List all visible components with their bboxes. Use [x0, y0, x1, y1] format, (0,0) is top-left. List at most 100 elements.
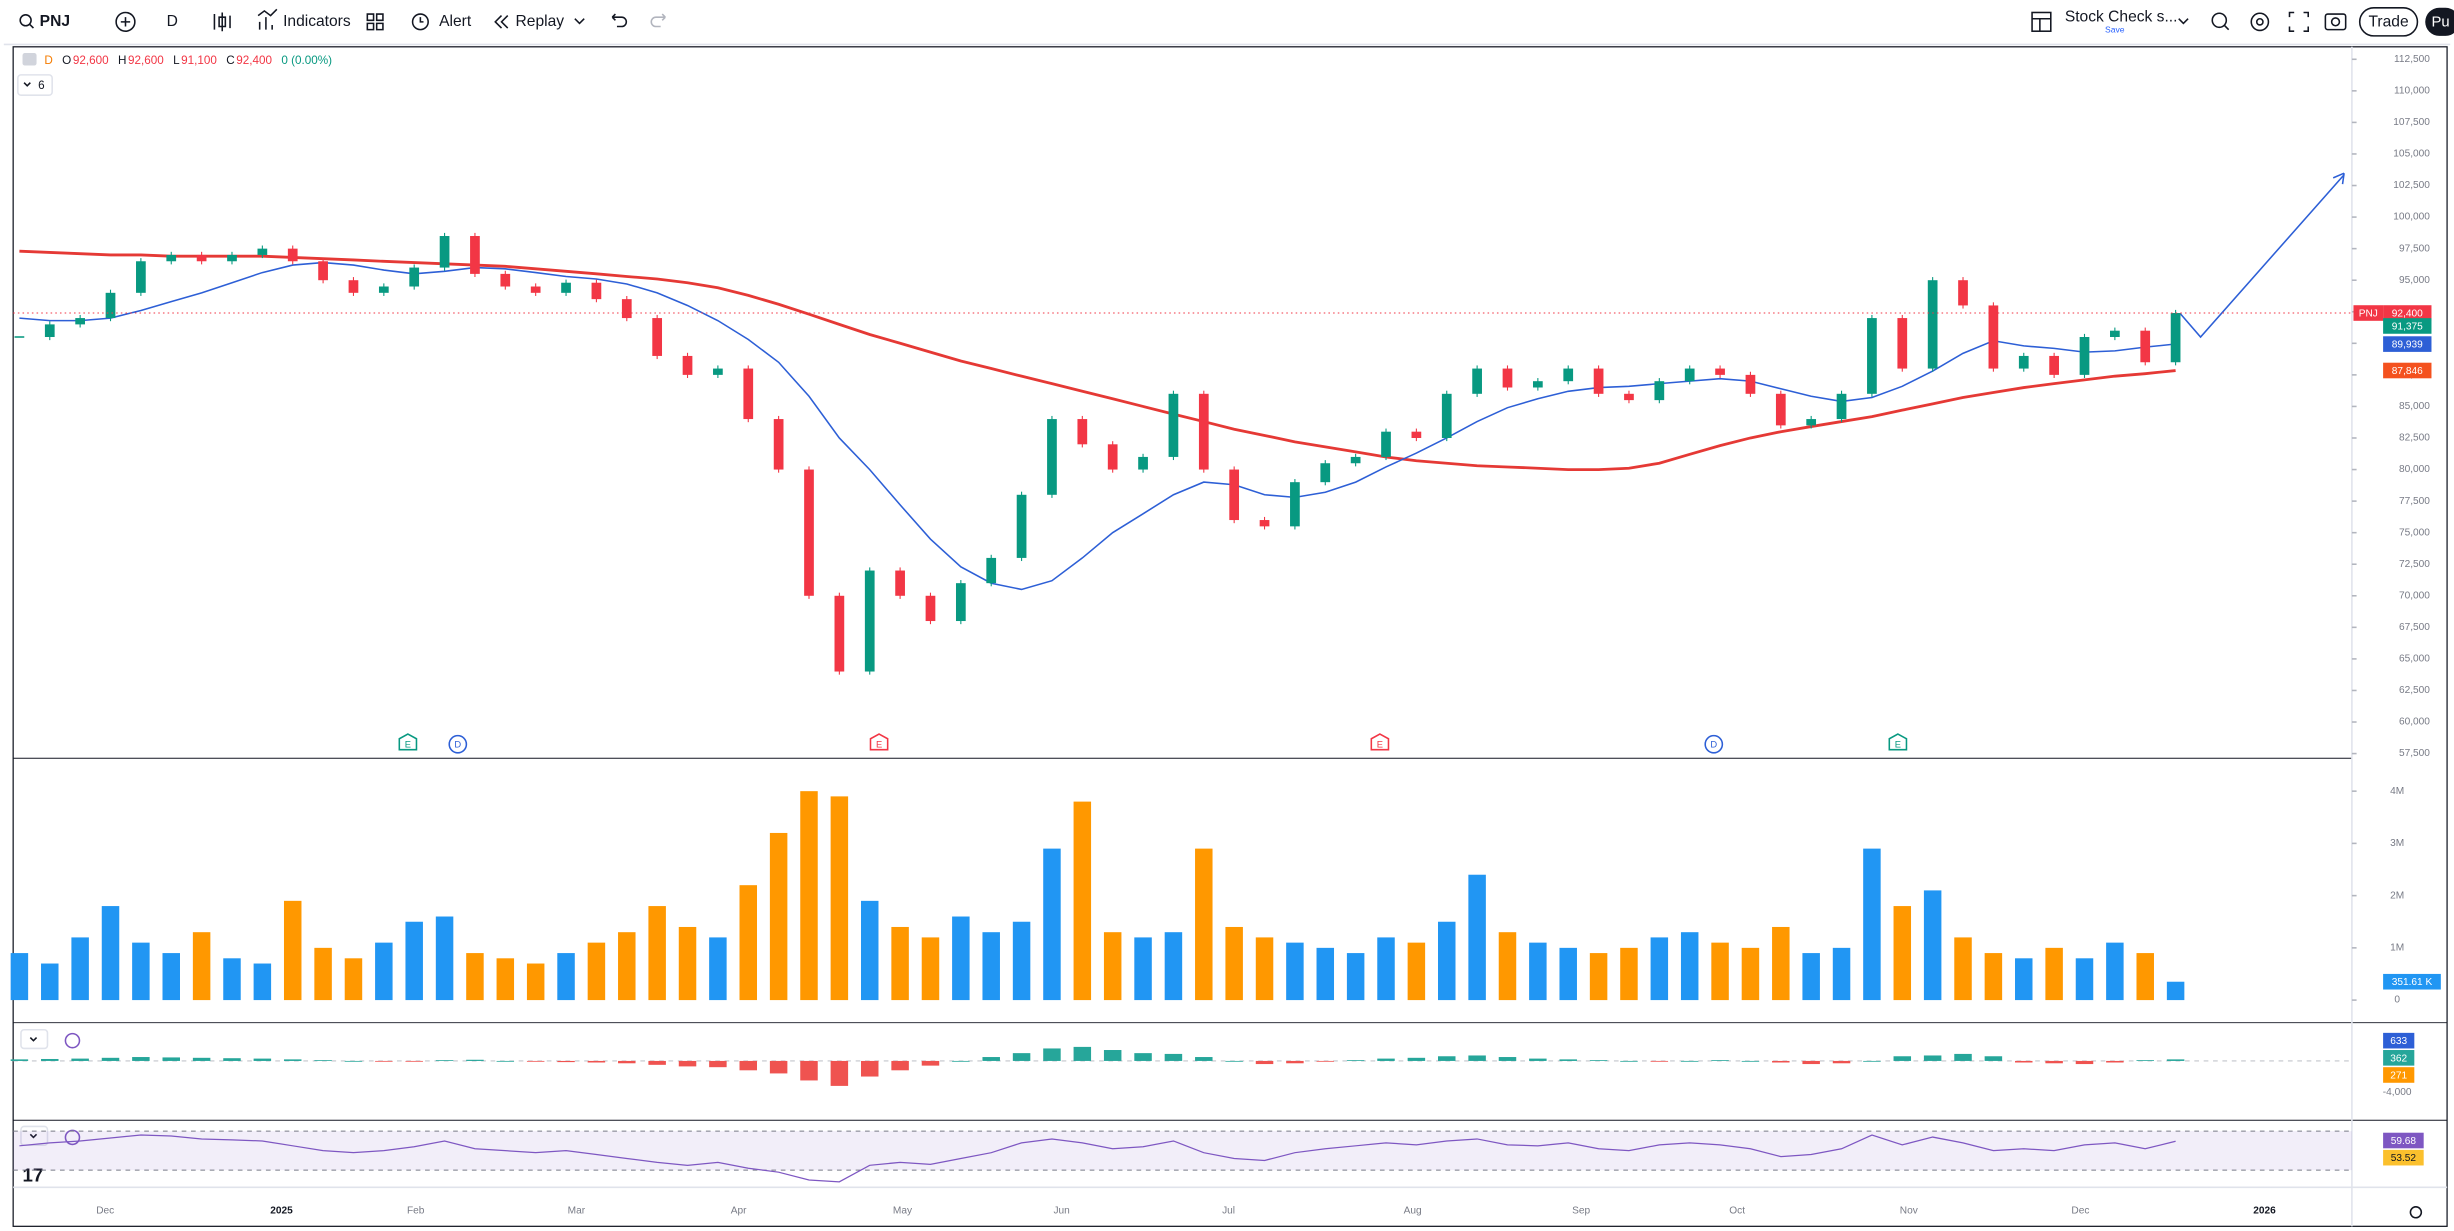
- candle: [925, 595, 936, 622]
- indicator-label-box: [2383, 1149, 2424, 1166]
- macd-bar: [952, 1060, 970, 1062]
- collapse-button[interactable]: [17, 74, 53, 96]
- macd-bar: [2075, 1060, 2094, 1065]
- volume-bar: [1498, 932, 1517, 1001]
- projection-arrow: [2179, 174, 2345, 339]
- settings-button[interactable]: [2250, 12, 2270, 32]
- y-tick-label: 107,500: [2393, 117, 2430, 128]
- candle: [378, 286, 389, 293]
- fullscreen-button[interactable]: [2288, 11, 2310, 32]
- plus-icon: [120, 17, 131, 27]
- volume-bar: [192, 932, 211, 1001]
- price-label: 92,400: [2392, 308, 2423, 319]
- volume-bar: [71, 937, 89, 1001]
- candle: [1350, 456, 1361, 464]
- candle: [1684, 368, 1695, 382]
- volume-bar: [2075, 958, 2094, 1001]
- volume-label: 351.61 K: [2392, 977, 2433, 988]
- quick-search-button[interactable]: [2211, 12, 2228, 29]
- trade-button[interactable]: [2358, 7, 2419, 37]
- candle: [2170, 313, 2181, 363]
- legend-toggle[interactable]: [22, 53, 37, 66]
- chart-style-button[interactable]: [213, 12, 231, 32]
- volume-bar: [1711, 942, 1729, 1001]
- candle: [1593, 368, 1604, 394]
- collapse-icon: [29, 1036, 38, 1042]
- indicator-label: 59.68: [2391, 1136, 2417, 1147]
- y-tick-label: 105,000: [2393, 149, 2430, 160]
- macd-bar: [557, 1060, 575, 1063]
- settings-icon: [2255, 17, 2264, 26]
- candle: [743, 368, 754, 420]
- x-tick-label: Apr: [731, 1205, 747, 1216]
- layout-menu[interactable]: [2178, 18, 2189, 25]
- volume-bar: [1559, 947, 1577, 1001]
- macd-bar: [1802, 1060, 1820, 1065]
- collapse-icon: [23, 82, 31, 87]
- symbol[interactable]: PNJ: [40, 13, 70, 30]
- volume-bar: [648, 906, 666, 1001]
- templates-button[interactable]: [366, 13, 384, 31]
- x-tick-label: Aug: [1404, 1205, 1422, 1216]
- macd-bar: [1377, 1058, 1395, 1061]
- macd-bar: [1286, 1060, 1304, 1064]
- volume-bar: [375, 942, 393, 1001]
- symbol-search[interactable]: PNJ: [19, 13, 70, 30]
- undo-button[interactable]: [611, 13, 628, 28]
- replay-button[interactable]: Replay: [516, 13, 565, 30]
- indicator-settings[interactable]: [64, 1032, 81, 1049]
- volume-bar: [1893, 906, 1912, 1001]
- volume-bar: [1802, 953, 1820, 1001]
- macd-bar: [1468, 1055, 1486, 1061]
- legend-change: 0 (0.00%): [281, 54, 332, 67]
- macd-bar: [1073, 1046, 1092, 1061]
- candle: [1472, 368, 1482, 394]
- alert-icon: [419, 17, 424, 23]
- volume-bar: [1923, 890, 1942, 1001]
- volume-bar: [132, 942, 150, 1001]
- volume-bar: [435, 916, 454, 1001]
- x-tick-label: Oct: [1729, 1205, 1745, 1216]
- profile-button[interactable]: [2425, 7, 2454, 36]
- candle: [804, 469, 814, 596]
- layout-icon: [2032, 17, 2051, 32]
- indicators-button[interactable]: Indicators: [283, 13, 351, 30]
- compare-button[interactable]: [115, 11, 136, 32]
- time-settings[interactable]: [2409, 1206, 2423, 1219]
- macd-bar: [1498, 1057, 1517, 1061]
- layout-name[interactable]: Stock Check s...: [2065, 8, 2178, 25]
- macd-bar: [587, 1060, 606, 1063]
- macd-bar: [283, 1059, 302, 1061]
- macd-bar: [1984, 1056, 2003, 1061]
- volume-bar: [860, 900, 879, 1001]
- indicator-settings[interactable]: [64, 1129, 81, 1146]
- macd-bar: [769, 1060, 788, 1074]
- y-tick-label: 67,500: [2399, 622, 2430, 633]
- candle: [1320, 463, 1331, 483]
- indicator-label-box: [2383, 1050, 2415, 1066]
- legend-value: 92,400: [236, 54, 272, 67]
- interval-button[interactable]: D: [167, 13, 178, 30]
- alert-button[interactable]: Alert: [439, 13, 472, 30]
- macd-bar: [921, 1060, 940, 1066]
- candle: [895, 570, 905, 596]
- snapshot-button[interactable]: [2324, 13, 2347, 31]
- replay-menu[interactable]: [574, 18, 585, 25]
- volume-bar: [1741, 947, 1760, 1001]
- y-tick-label: 72,500: [2399, 559, 2430, 570]
- price-label-box: [2383, 305, 2432, 321]
- y-tick-label: 4M: [2390, 786, 2404, 797]
- layout-icon[interactable]: [2031, 11, 2052, 32]
- candle: [1958, 280, 1968, 306]
- macd-bar: [1164, 1053, 1183, 1061]
- x-tick-label: Nov: [1900, 1205, 1919, 1216]
- volume-bar: [344, 958, 363, 1001]
- candle: [682, 355, 693, 375]
- macd-bar: [1134, 1053, 1152, 1061]
- candle: [1198, 393, 1209, 470]
- candle: [1563, 368, 1574, 382]
- redo-button[interactable]: [650, 13, 666, 28]
- volume-bar: [1832, 947, 1851, 1001]
- volume-bar: [283, 900, 302, 1001]
